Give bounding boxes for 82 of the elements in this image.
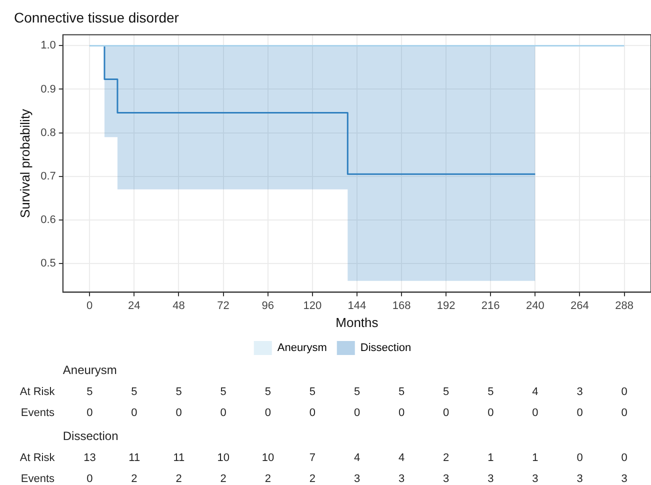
data-label: 0 bbox=[576, 407, 583, 420]
data-label: 5 bbox=[309, 386, 316, 399]
data-label: 0 bbox=[621, 386, 628, 399]
legend-label: Dissection bbox=[360, 342, 412, 354]
data-label: 5 bbox=[131, 386, 138, 399]
data-label: 5 bbox=[354, 386, 360, 399]
data-label: 3 bbox=[443, 473, 450, 485]
chart-title: Connective tissue disorder bbox=[14, 9, 180, 26]
x-axis-title: Months bbox=[336, 314, 379, 330]
data-label: 0 bbox=[576, 452, 583, 465]
y-tick-label: 0.8 bbox=[40, 126, 56, 139]
data-label: 4 bbox=[398, 452, 405, 465]
data-label: 5 bbox=[488, 386, 494, 399]
y-tick-label: Events bbox=[20, 407, 55, 420]
data-label: 1 bbox=[488, 452, 494, 465]
x-tick-label: 144 bbox=[348, 300, 366, 312]
y-tick-label: 0.5 bbox=[40, 257, 56, 270]
data-label: 2 bbox=[443, 452, 450, 465]
data-label: 3 bbox=[576, 386, 583, 399]
data-label: 0 bbox=[86, 407, 93, 420]
data-label: 3 bbox=[398, 473, 405, 485]
x-tick-label: 72 bbox=[217, 300, 230, 312]
x-tick-label: 264 bbox=[570, 300, 589, 312]
x-tick-label: 120 bbox=[303, 300, 322, 312]
data-label: 0 bbox=[86, 473, 93, 485]
data-label: 5 bbox=[86, 386, 93, 399]
data-label: 10 bbox=[217, 452, 230, 465]
data-label: 3 bbox=[576, 473, 583, 485]
data-label: 0 bbox=[621, 407, 628, 420]
data-label: 4 bbox=[354, 452, 360, 465]
data-label: 2 bbox=[176, 473, 182, 485]
data-label: 7 bbox=[309, 452, 316, 465]
data-label: 2 bbox=[220, 473, 226, 485]
data-label: 0 bbox=[131, 407, 138, 420]
legend-label: Aneurysm bbox=[277, 342, 327, 354]
chart-title: Aneurysm bbox=[62, 363, 117, 377]
data-label: 3 bbox=[532, 473, 538, 485]
data-label: 5 bbox=[176, 386, 182, 399]
y-tick-label: 0.7 bbox=[40, 170, 56, 182]
x-tick-label: 24 bbox=[128, 300, 140, 312]
data-label: 2 bbox=[131, 473, 138, 485]
y-tick-label: 0.9 bbox=[40, 83, 56, 96]
data-label: 0 bbox=[398, 407, 405, 420]
y-tick-label: 0.6 bbox=[40, 214, 56, 226]
data-label: 2 bbox=[309, 473, 316, 485]
x-tick-label: 168 bbox=[392, 300, 411, 312]
data-label: 10 bbox=[262, 452, 274, 465]
data-label: 0 bbox=[532, 407, 538, 420]
data-label: 0 bbox=[220, 407, 226, 420]
data-label: 4 bbox=[532, 386, 538, 399]
data-label: 1 bbox=[532, 452, 538, 465]
y-axis-title: Survival probability bbox=[17, 108, 32, 218]
data-label: 0 bbox=[354, 407, 360, 420]
x-tick-label: 288 bbox=[615, 300, 634, 312]
data-label: 5 bbox=[264, 386, 271, 399]
y-tick-label: At Risk bbox=[20, 386, 55, 399]
data-label: 0 bbox=[264, 407, 271, 420]
data-label: 3 bbox=[354, 473, 360, 485]
data-label: 0 bbox=[176, 407, 182, 420]
x-tick-label: 216 bbox=[481, 300, 500, 312]
x-tick-label: 0 bbox=[86, 300, 93, 312]
data-label: 5 bbox=[220, 386, 226, 399]
x-tick-label: 240 bbox=[526, 300, 544, 312]
y-tick-label: 1.0 bbox=[40, 40, 56, 52]
x-tick-label: 48 bbox=[172, 300, 185, 312]
data-label: 0 bbox=[621, 452, 628, 465]
data-label: 5 bbox=[443, 386, 450, 399]
data-label: 3 bbox=[488, 473, 494, 485]
data-label: 0 bbox=[309, 407, 316, 420]
data-label: 3 bbox=[621, 473, 628, 485]
y-tick-label: At Risk bbox=[20, 452, 55, 465]
x-tick-label: 96 bbox=[262, 300, 274, 312]
x-tick-label: 192 bbox=[436, 300, 456, 312]
data-label: 0 bbox=[443, 407, 450, 420]
data-label: 13 bbox=[84, 452, 96, 465]
y-tick-label: Events bbox=[20, 473, 55, 485]
data-label: 2 bbox=[264, 473, 271, 485]
data-label: 11 bbox=[128, 452, 140, 465]
data-label: 5 bbox=[398, 386, 405, 399]
data-label: 11 bbox=[173, 452, 185, 465]
data-label: 0 bbox=[488, 407, 494, 420]
chart-title: Dissection bbox=[62, 429, 118, 443]
